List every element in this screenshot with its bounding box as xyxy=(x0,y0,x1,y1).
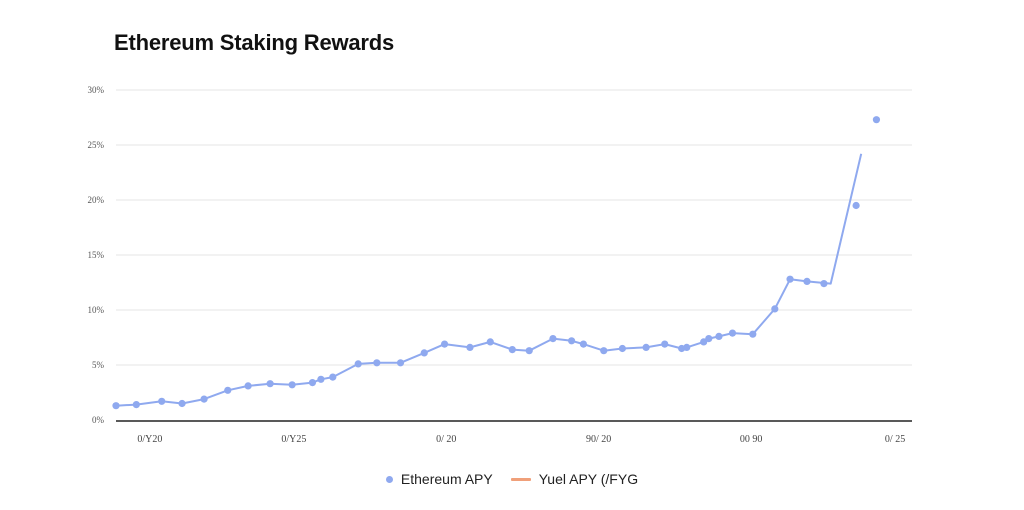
data-point[interactable] xyxy=(705,335,713,343)
legend-line-icon xyxy=(510,477,531,481)
data-point[interactable] xyxy=(549,335,557,343)
x-tick-label: 0/ 20 xyxy=(436,434,456,445)
data-point[interactable] xyxy=(132,401,140,409)
data-point[interactable] xyxy=(200,395,208,403)
data-point[interactable] xyxy=(224,386,232,394)
data-point[interactable] xyxy=(715,332,723,340)
data-point[interactable] xyxy=(749,330,757,338)
legend: Ethereum APY Yuel APY (/FYG xyxy=(0,471,1024,487)
y-axis-ticks: 0% 5% 10% 15% 20% 25% 30% xyxy=(88,85,105,425)
x-tick-label: 0/ 25 xyxy=(885,434,905,445)
legend-item-ethereum-apy[interactable]: Ethereum APY xyxy=(385,471,493,487)
x-tick-label: 00 90 xyxy=(740,434,763,445)
data-point[interactable] xyxy=(852,201,860,210)
data-point[interactable] xyxy=(786,275,794,283)
data-point[interactable] xyxy=(642,343,650,351)
data-point[interactable] xyxy=(420,349,428,357)
data-point[interactable] xyxy=(308,379,317,387)
data-point[interactable] xyxy=(317,375,325,383)
data-point[interactable] xyxy=(329,373,337,381)
data-point[interactable] xyxy=(567,337,576,345)
y-tick-label: 25% xyxy=(88,140,105,150)
gridlines xyxy=(116,89,912,366)
data-point[interactable] xyxy=(486,338,494,346)
data-point[interactable] xyxy=(440,340,449,348)
data-point[interactable] xyxy=(466,343,474,351)
legend-marker-icon xyxy=(385,475,393,483)
data-point[interactable] xyxy=(508,346,516,354)
data-point[interactable] xyxy=(288,381,296,389)
data-point[interactable] xyxy=(820,280,828,288)
chart-title: Ethereum Staking Rewards xyxy=(114,30,395,55)
series-group xyxy=(112,116,881,410)
data-point[interactable] xyxy=(112,402,120,410)
data-point[interactable] xyxy=(396,359,405,367)
data-point[interactable] xyxy=(178,399,186,408)
data-point[interactable] xyxy=(683,343,691,351)
series-line xyxy=(115,153,863,407)
y-tick-label: 30% xyxy=(88,85,105,95)
data-point[interactable] xyxy=(872,116,881,124)
data-point[interactable] xyxy=(661,340,669,348)
data-point[interactable] xyxy=(158,397,166,405)
y-tick-label: 15% xyxy=(88,250,105,260)
data-point[interactable] xyxy=(803,277,811,285)
data-point[interactable] xyxy=(525,347,533,355)
legend-label: Ethereum APY xyxy=(400,471,493,487)
x-tick-label: 0/Y20 xyxy=(137,434,162,445)
y-tick-label: 10% xyxy=(88,305,105,315)
data-point[interactable] xyxy=(373,359,381,367)
data-point[interactable] xyxy=(728,329,737,337)
data-point[interactable] xyxy=(771,305,779,313)
data-point[interactable] xyxy=(600,347,608,355)
y-tick-label: 5% xyxy=(92,360,105,370)
legend-item-yuel-apy[interactable]: Yuel APY (/FYG xyxy=(510,471,639,487)
data-point[interactable] xyxy=(579,340,588,348)
legend-label: Yuel APY (/FYG xyxy=(538,471,639,487)
y-tick-label: 20% xyxy=(88,195,105,205)
data-point[interactable] xyxy=(618,344,626,353)
x-axis-ticks: 0/Y20 0/Y25 0/ 20 90/ 20 00 90 0/ 25 xyxy=(137,434,905,445)
x-tick-label: 0/Y25 xyxy=(281,434,306,445)
data-point[interactable] xyxy=(700,338,708,346)
y-tick-label: 0% xyxy=(92,415,105,425)
data-point[interactable] xyxy=(266,380,274,388)
data-point[interactable] xyxy=(354,360,362,368)
x-tick-label: 90/ 20 xyxy=(586,434,611,445)
data-point[interactable] xyxy=(244,382,252,390)
